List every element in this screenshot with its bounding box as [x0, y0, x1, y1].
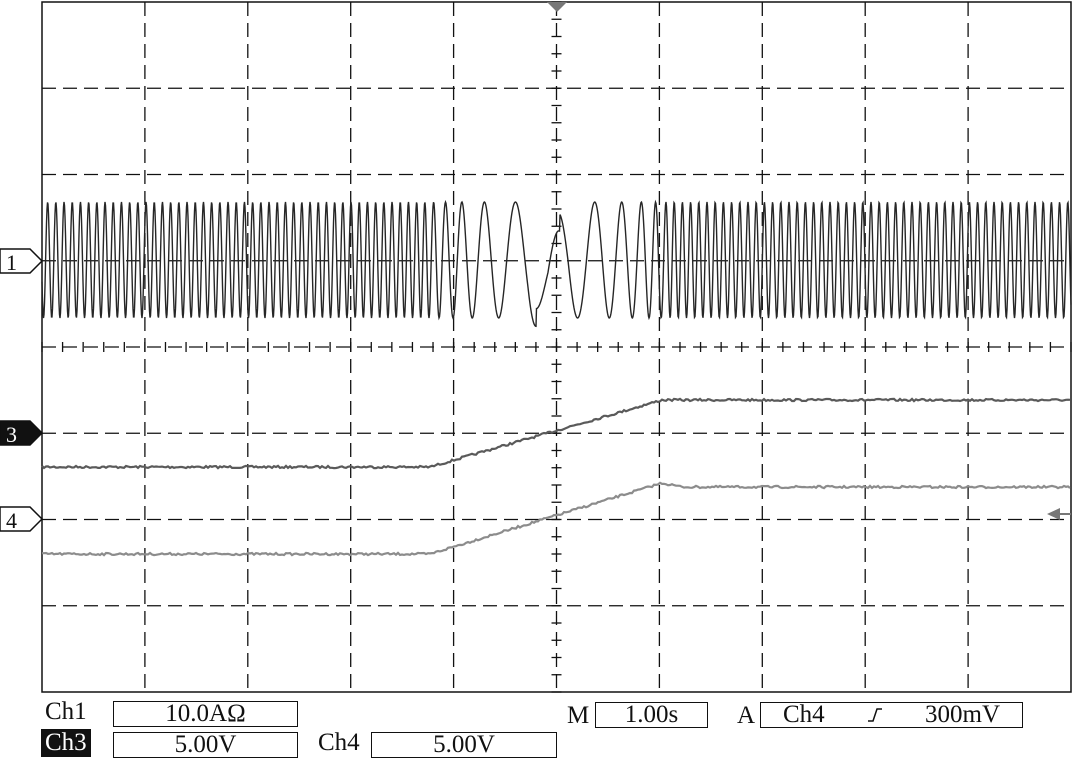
ch1-scale-readout[interactable]: 10.0AΩ: [113, 701, 298, 727]
trigger-source: Ch4: [783, 701, 825, 728]
ch4-marker-label: 4: [6, 508, 17, 533]
ch4-ground-marker[interactable]: 4: [0, 506, 44, 533]
ch3-scale-readout[interactable]: 5.00V: [113, 732, 298, 758]
trigger-readout[interactable]: Ch4 300mV: [760, 702, 1023, 728]
trigger-level: 300mV: [925, 701, 1000, 728]
channel-4-trace: [42, 481, 1071, 557]
ch1-ground-marker[interactable]: 1: [0, 248, 44, 275]
ch4-readout-label: Ch4: [318, 729, 360, 756]
ch4-scale-readout[interactable]: 5.00V: [371, 732, 557, 758]
trigger-level-marker[interactable]: [1047, 508, 1071, 520]
oscilloscope-screen: 1 3 4: [0, 1, 1072, 693]
timebase-label: M: [567, 702, 590, 729]
channel-3-trace: [41, 397, 1071, 470]
trigger-label: A: [737, 702, 756, 729]
ch3-ground-marker[interactable]: 3: [0, 420, 44, 447]
ch3-marker-label: 3: [6, 422, 17, 447]
channel-1-trace: [41, 199, 1072, 328]
timebase-readout[interactable]: 1.00s: [595, 702, 708, 728]
ch1-readout-label: Ch1: [45, 698, 87, 725]
ch1-marker-label: 1: [6, 250, 17, 275]
ch3-readout-label: Ch3: [41, 729, 91, 757]
trigger-position-marker[interactable]: [547, 2, 567, 12]
rising-edge-icon: [867, 708, 882, 722]
